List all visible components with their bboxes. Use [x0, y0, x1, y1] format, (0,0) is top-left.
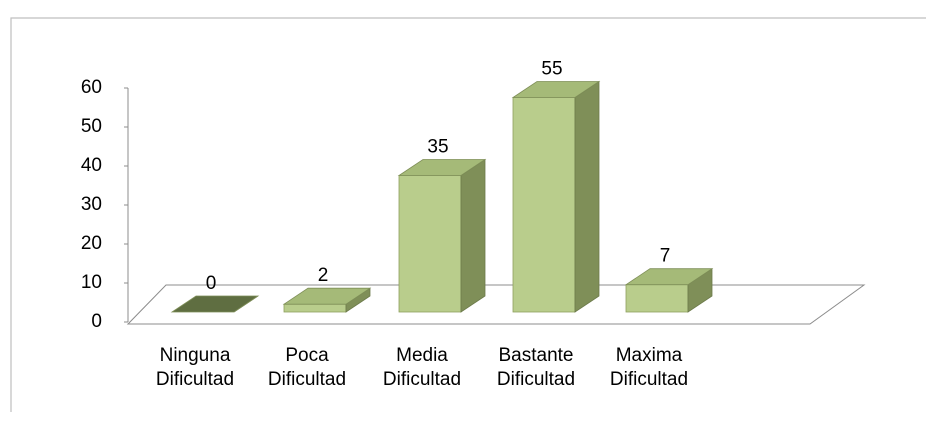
y-tick-label: 0 [91, 311, 102, 332]
bar-top [624, 268, 714, 286]
bar-front [283, 303, 347, 313]
x-tick-label: Media Dificultad [382, 345, 462, 390]
value-label: 7 [660, 246, 671, 267]
frame [10, 17, 926, 412]
bar-side [460, 158, 486, 313]
value-label: 0 [206, 273, 217, 294]
x-tick-label: Maxima Dificultad [609, 345, 689, 390]
bar-top [397, 159, 487, 176]
y-tick-label: 30 [81, 194, 102, 215]
bar-top [170, 295, 260, 313]
bar-front [625, 284, 689, 313]
x-tick-label: Bastante Dificultad [496, 345, 576, 390]
value-label: 55 [541, 59, 562, 80]
y-tick-label: 60 [81, 77, 102, 98]
value-label: 2 [318, 265, 329, 286]
bar-front [398, 175, 462, 313]
x-tick-label: Ninguna Dificultad [155, 345, 235, 390]
y-tick-label: 40 [81, 155, 102, 176]
y-tick-label: 50 [81, 116, 102, 137]
x-tick-label: Poca Dificultad [267, 345, 347, 390]
bar-side [574, 80, 600, 313]
bar-top [511, 81, 601, 98]
bar-top [282, 287, 372, 305]
bar-front [512, 97, 576, 313]
y-tick-label: 20 [81, 233, 102, 254]
value-label: 35 [427, 137, 448, 158]
y-tick-label: 10 [81, 272, 102, 293]
